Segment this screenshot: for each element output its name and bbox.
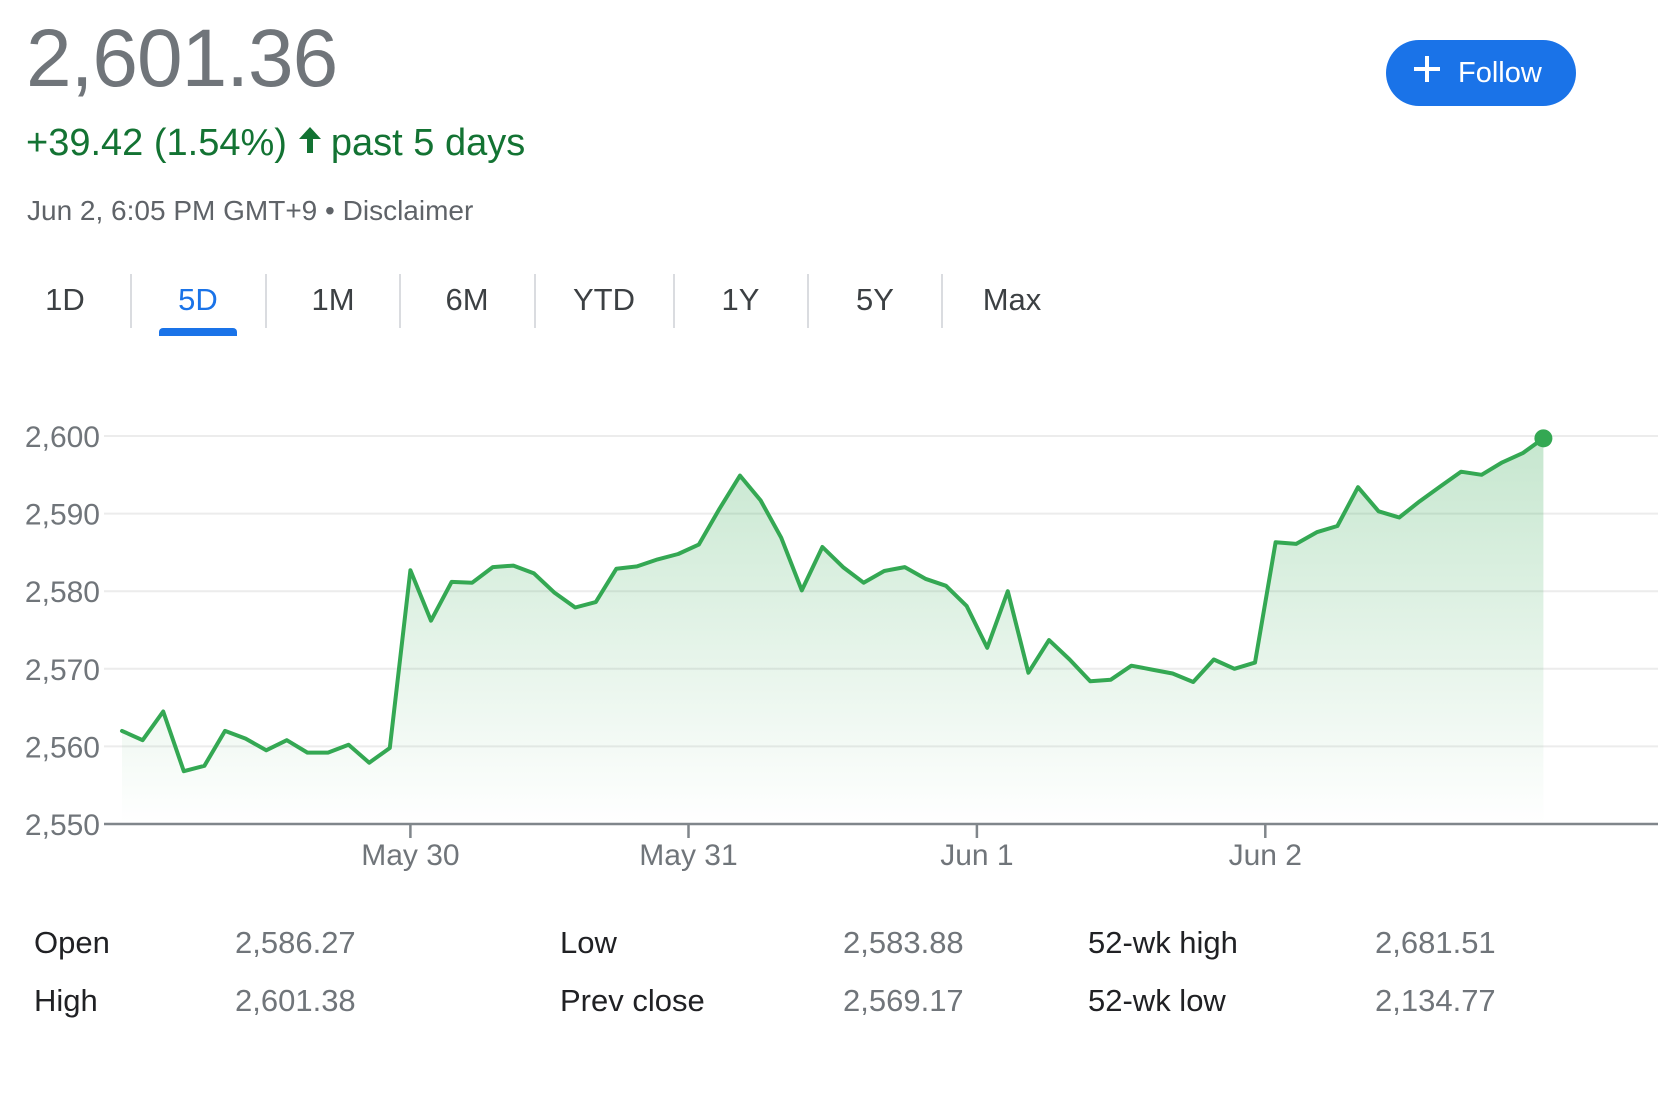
stat-value-52wk-low: 2,134.77 (1375, 983, 1496, 1018)
plus-icon (1412, 51, 1442, 91)
x-tick-label: May 30 (361, 839, 459, 872)
stat-value-52wk-high: 2,681.51 (1375, 925, 1496, 960)
stat-label-52wk-low: 52-wk low (1088, 983, 1226, 1018)
tab-5d[interactable]: 5D (131, 270, 265, 336)
y-tick-label: 2,560 (25, 731, 100, 764)
follow-label: Follow (1458, 56, 1542, 89)
stat-value-high: 2,601.38 (235, 983, 356, 1018)
tab-1d[interactable]: 1D (0, 270, 130, 330)
tab-divider (399, 274, 401, 328)
tab-label: Max (982, 282, 1042, 317)
x-tick-label: Jun 2 (1229, 839, 1302, 872)
tab-divider (807, 274, 809, 328)
tab-label: 5D (178, 282, 218, 317)
stat-label-prev-close: Prev close (560, 983, 705, 1018)
tab-label: 1Y (721, 282, 760, 317)
x-tick-label: Jun 1 (940, 839, 1013, 872)
disclaimer-link[interactable]: Disclaimer (342, 195, 474, 226)
tab-label: YTD (573, 282, 635, 317)
active-tab-indicator (159, 328, 237, 336)
timestamp-line: Jun 2, 6:05 PM GMT+9 • Disclaimer (27, 197, 473, 225)
stat-label-open: Open (34, 925, 110, 960)
x-tick-label: May 31 (639, 839, 737, 872)
stat-label-high: High (34, 983, 98, 1018)
separator-dot: • (325, 195, 335, 226)
tab-1y[interactable]: 1Y (674, 270, 807, 330)
tab-divider (130, 274, 132, 328)
stat-label-low: Low (560, 925, 617, 960)
tab-label: 6M (445, 282, 489, 317)
follow-button[interactable]: Follow (1386, 40, 1576, 106)
current-price: 2,601.36 (26, 13, 338, 104)
timestamp: Jun 2, 6:05 PM GMT+9 (27, 195, 318, 226)
range-tabs: 1D 5D 1M 6M YTD 1Y 5Y Max (0, 270, 1100, 340)
tab-1m[interactable]: 1M (266, 270, 400, 330)
tab-divider (941, 274, 943, 328)
tab-label: 1M (311, 282, 355, 317)
tab-6m[interactable]: 6M (400, 270, 534, 330)
price-change: +39.42 (1.54%) past 5 days (26, 124, 525, 162)
latest-point-dot (1534, 429, 1553, 448)
stat-label-52wk-high: 52-wk high (1088, 925, 1238, 960)
arrow-up-icon (297, 124, 323, 162)
stat-value-low: 2,583.88 (843, 925, 964, 960)
y-tick-label: 2,590 (25, 499, 100, 532)
tab-label: 5Y (856, 282, 894, 317)
tab-5y[interactable]: 5Y (808, 270, 942, 330)
y-tick-label: 2,580 (25, 576, 100, 609)
price-area-fill (122, 438, 1544, 824)
change-period: past 5 days (330, 122, 526, 164)
tab-ytd[interactable]: YTD (535, 270, 673, 330)
price-line (120, 436, 1546, 774)
price-chart[interactable]: 2,600 2,590 2,580 2,570 2,560 2,550 May 30 May … (0, 400, 1658, 900)
y-tick-label: 2,600 (25, 421, 100, 454)
change-value: +39.42 (1.54%) (26, 122, 287, 164)
stat-value-prev-close: 2,569.17 (843, 983, 964, 1018)
tab-max[interactable]: Max (942, 270, 1082, 330)
y-tick-label: 2,550 (25, 809, 100, 842)
tab-divider (673, 274, 675, 328)
stat-value-open: 2,586.27 (235, 925, 356, 960)
tab-divider (534, 274, 536, 328)
tab-label: 1D (45, 282, 85, 317)
y-tick-label: 2,570 (25, 654, 100, 687)
tab-divider (265, 274, 267, 328)
